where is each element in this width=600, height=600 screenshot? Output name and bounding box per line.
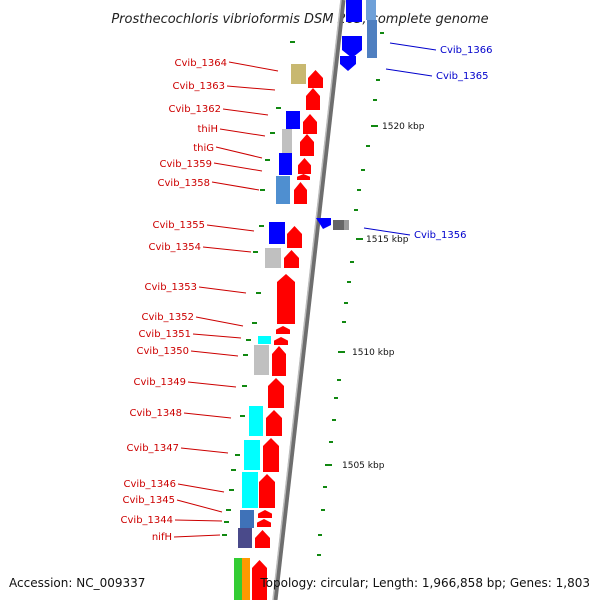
scale-tick-1510: 1510 kbp [338, 348, 395, 358]
leader-line [211, 181, 260, 191]
gene-column-reverse [234, 64, 306, 600]
scale-tick-label: 1515 kbp [366, 235, 409, 245]
gene-label-cvib-1353[interactable]: Cvib_1353 [145, 282, 197, 293]
leader-line [190, 350, 239, 357]
gene-label-nifH[interactable]: nifH [152, 532, 172, 543]
gene-column-forward [252, 70, 323, 600]
gene-label-cvib-1356[interactable]: Cvib_1356 [414, 230, 466, 241]
gene-label-cvib-1359[interactable]: Cvib_1359 [160, 159, 212, 170]
leader-line [180, 447, 229, 454]
forward-gene-arrow [272, 346, 286, 376]
genome-title: Prosthecochloris vibrioformis DSM 265, c… [111, 12, 488, 27]
forward-gene-arrow [298, 158, 311, 174]
forward-gene-arrow [268, 378, 284, 408]
gene-label-cvib-1348[interactable]: Cvib_1348 [130, 408, 182, 419]
leader-line [215, 146, 263, 159]
gene-label-cvib-1351[interactable]: Cvib_1351 [139, 329, 191, 340]
gene-label-cvib-1358[interactable]: Cvib_1358 [158, 178, 210, 189]
leader-line [192, 333, 242, 339]
forward-gene-arrow [306, 88, 320, 110]
scale-tick-label: 1505 kbp [342, 461, 385, 471]
leader-line [174, 519, 223, 522]
gene-block-cvib-1366 [342, 0, 377, 58]
leader-line [187, 381, 237, 388]
backbone [272, 0, 346, 600]
gene-label-cvib-1350[interactable]: Cvib_1350 [137, 346, 189, 357]
scale-tick-1520: 1520 kbp [371, 122, 425, 132]
accession-text: Accession: NC_009337 [9, 576, 145, 590]
gene-label-cvib-1345[interactable]: Cvib_1345 [123, 495, 175, 506]
forward-gene-arrow [274, 337, 288, 345]
forward-gene-arrow [259, 474, 275, 508]
left-gene-labels: Cvib_1364 Cvib_1363 Cvib_1362 thiH thiG … [121, 58, 227, 543]
gene-label-thiH[interactable]: thiH [197, 124, 218, 135]
forward-gene-arrow [252, 560, 267, 600]
forward-gene-arrow [308, 70, 323, 88]
forward-gene-arrow [294, 182, 307, 204]
scale-tick-label: 1510 kbp [352, 348, 395, 358]
forward-gene-arrow [300, 134, 314, 156]
leader-line [198, 286, 247, 294]
forward-gene-arrow [303, 114, 317, 134]
gene-label-cvib-1362[interactable]: Cvib_1362 [169, 104, 221, 115]
gene-label-cvib-1366[interactable]: Cvib_1366 [440, 45, 492, 56]
gene-label-cvib-1347[interactable]: Cvib_1347 [127, 443, 179, 454]
left-leader-lines [173, 61, 279, 538]
leader-line [219, 128, 266, 137]
leader-line [183, 412, 232, 419]
gene-label-thiG[interactable]: thiG [193, 143, 214, 154]
gene-label-cvib-1365[interactable]: Cvib_1365 [436, 71, 488, 82]
leader-line [202, 246, 252, 253]
leader-line [226, 85, 276, 91]
gene-block-cvib-1356 [316, 218, 349, 230]
gene-label-cvib-1346[interactable]: Cvib_1346 [124, 479, 176, 490]
leader-line [213, 162, 263, 172]
leader-line [173, 534, 221, 538]
gc-track-left [222, 41, 295, 536]
topology-text: Topology: circular; Length: 1,966,858 bp… [259, 576, 590, 590]
leader-line [228, 61, 279, 72]
leader-line [195, 316, 244, 327]
forward-gene-arrow [257, 519, 271, 527]
gene-block-cvib-1365 [340, 56, 356, 71]
gene-label-cvib-1363[interactable]: Cvib_1363 [173, 81, 225, 92]
gene-label-cvib-1354[interactable]: Cvib_1354 [149, 242, 201, 253]
right-gene-labels: Cvib_1366 Cvib_1365 Cvib_1356 [363, 42, 492, 241]
gene-label-cvib-1344[interactable]: Cvib_1344 [121, 515, 173, 526]
forward-gene-arrow [277, 274, 295, 324]
forward-gene-arrow [287, 226, 302, 248]
leader-line [222, 108, 269, 116]
gc-track-right [317, 32, 384, 556]
leader-line [177, 483, 225, 493]
leader-line [206, 224, 255, 232]
forward-gene-arrow [284, 250, 299, 268]
gene-label-cvib-1364[interactable]: Cvib_1364 [175, 58, 227, 69]
scale-tick-label: 1520 kbp [382, 122, 425, 132]
forward-gene-arrow [258, 510, 272, 518]
forward-gene-arrow [266, 410, 282, 436]
scale-tick-1505: 1505 kbp [325, 461, 385, 471]
forward-gene-arrow [276, 326, 290, 334]
forward-gene-arrow [255, 530, 270, 548]
forward-gene-arrow [263, 438, 279, 472]
leader-line [176, 499, 223, 513]
gene-label-cvib-1352[interactable]: Cvib_1352 [142, 312, 194, 323]
scale-tick-1515: 1515 kbp [356, 235, 409, 245]
gene-label-cvib-1349[interactable]: Cvib_1349 [134, 377, 186, 388]
gene-label-cvib-1355[interactable]: Cvib_1355 [153, 220, 205, 231]
forward-gene-arrow [297, 174, 310, 180]
